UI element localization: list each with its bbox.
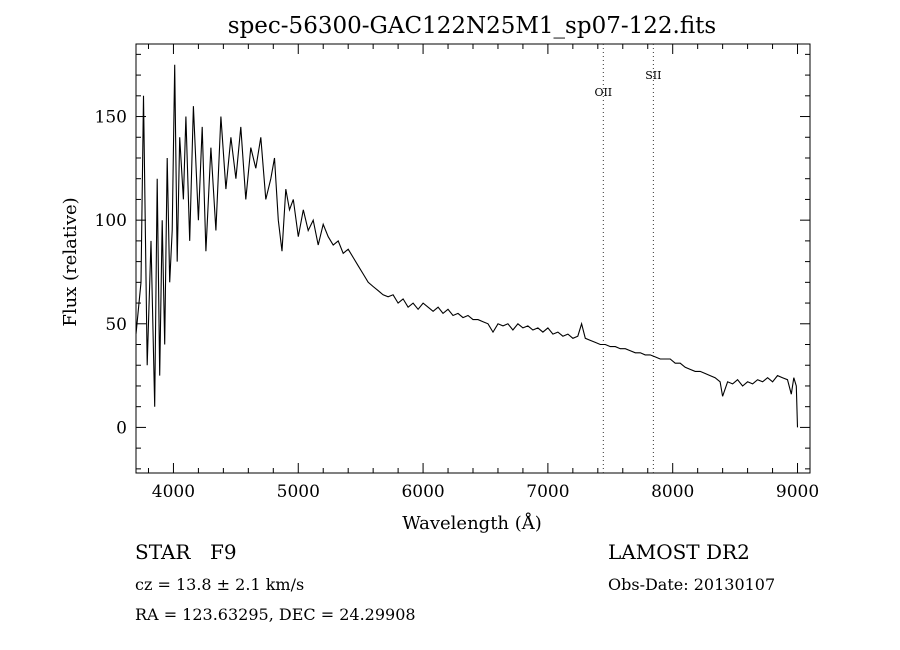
y-tick-labels: 0 50 100 150 xyxy=(95,108,127,439)
y-axis-label: Flux (relative) xyxy=(60,197,81,326)
y-tick-label: 100 xyxy=(95,211,127,231)
object-type: STAR xyxy=(135,540,191,564)
line-marker-label: OII xyxy=(594,86,612,99)
x-tick-labels: 4000 5000 6000 7000 8000 9000 xyxy=(152,482,819,502)
x-tick-label: 7000 xyxy=(526,482,569,502)
x-axis-label: Wavelength (Å) xyxy=(402,512,542,534)
plot-frame xyxy=(135,43,811,474)
x-tick-label: 5000 xyxy=(277,482,320,502)
spectral-subclass: F9 xyxy=(210,540,237,564)
emission-line-markers: OII SII xyxy=(594,44,661,473)
y-tick-label: 0 xyxy=(116,418,127,438)
y-tick-label: 50 xyxy=(105,315,127,335)
survey-name: LAMOST DR2 xyxy=(608,540,750,564)
chart-title: spec-56300-GAC122N25M1_sp07-122.fits xyxy=(228,13,716,39)
y-tick-label: 150 xyxy=(95,108,127,128)
observation-date: Obs-Date: 20130107 xyxy=(608,575,775,594)
x-tick-label: 9000 xyxy=(776,482,819,502)
x-tick-label: 8000 xyxy=(651,482,694,502)
axis-ticks xyxy=(136,44,810,473)
x-tick-label: 6000 xyxy=(401,482,444,502)
x-tick-label: 4000 xyxy=(152,482,195,502)
line-marker-label: SII xyxy=(645,69,661,82)
redshift-velocity: cz = 13.8 ± 2.1 km/s xyxy=(135,575,304,594)
coordinates: RA = 123.63295, DEC = 24.29908 xyxy=(135,605,416,624)
spectrum-series-line xyxy=(135,64,799,428)
